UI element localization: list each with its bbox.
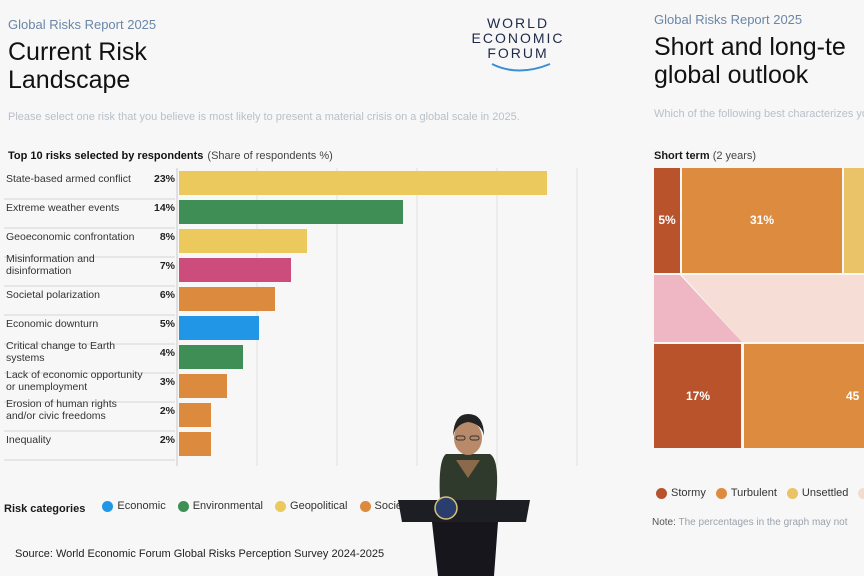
bar [179, 316, 259, 340]
bar [179, 171, 547, 195]
legend-item: S [858, 487, 864, 499]
legend-item-label: Stormy [671, 487, 706, 499]
category-label: State-based armed conflict [6, 173, 131, 185]
value-label: 2% [160, 405, 176, 417]
value-label: 6% [160, 289, 176, 301]
bar [179, 345, 243, 369]
chart-heading-text: Top 10 risks selected by respondents [8, 150, 204, 162]
legend-dot-icon [858, 487, 864, 499]
category-label: Critical change to Earth systems [6, 340, 115, 364]
legend-dot-icon [275, 500, 287, 512]
category-label: Extreme weather events [6, 202, 119, 214]
cell-label-turbulent-short: 31% [750, 213, 774, 227]
speaker-at-podium [398, 414, 530, 576]
logo-line-3: FORUM [487, 45, 549, 61]
legend-item: Stormy [656, 487, 706, 499]
note-text: The percentages in the graph may not [678, 517, 848, 528]
value-label: 23% [154, 173, 176, 185]
legend-item-label: Unsettled [801, 487, 849, 499]
legend-item: Geopolitical [275, 500, 348, 512]
legend-item-label: Economic [117, 500, 166, 512]
value-label: 7% [160, 260, 176, 272]
category-label: Erosion of human rights and/or civic free… [6, 398, 117, 422]
value-label: 4% [160, 347, 176, 359]
stormy-long-cell [654, 344, 741, 448]
value-label: 2% [160, 434, 176, 446]
category-label: Societal polarization [6, 289, 100, 301]
turbulent-flow [682, 275, 864, 342]
value-label: 8% [160, 231, 176, 243]
turbulent-short-cell [682, 168, 842, 273]
stormy-flow [654, 275, 742, 342]
outlook-panel: Global Risks Report 2025 Short and long-… [640, 0, 864, 576]
cell-label-turbulent-long: 45 [846, 389, 860, 403]
short-term-label: Short term [654, 150, 710, 162]
outlook-title: Short and long-te global outlook [654, 33, 846, 89]
value-label: 5% [160, 318, 176, 330]
category-label: Lack of economic opportunity or unemploym… [6, 369, 143, 393]
bar [179, 432, 211, 456]
stormy-short-cell [654, 168, 680, 273]
short-term-heading: Short term (2 years) [654, 150, 756, 162]
legend-item: Economic [102, 500, 166, 512]
source-note: Source: World Economic Forum Global Risk… [15, 548, 385, 560]
outlook-note: Note: The percentages in the graph may n… [652, 517, 848, 528]
category-label: Misinformation and disinformation [6, 253, 95, 277]
logo-line-2: ECONOMIC [471, 30, 565, 46]
chart-subheading: (Share of respondents %) [207, 150, 333, 162]
category-label: Inequality [6, 434, 52, 446]
outlook-title-line-2: global outlook [654, 61, 809, 89]
legend-dot-icon [359, 500, 371, 512]
turbulent-long-cell [744, 344, 864, 448]
legend-title: Risk categories [4, 502, 86, 515]
legend-item: Turbulent [715, 487, 777, 499]
cell-label-stormy-short: 5% [658, 213, 676, 227]
chart-heading: Top 10 risks selected by respondents (Sha… [8, 150, 333, 162]
legend-dot-icon [715, 487, 727, 499]
title-line-2: Landscape [8, 66, 131, 94]
outlook-eyebrow: Global Risks Report 2025 [654, 12, 803, 27]
page-title: Current Risk Landscape [8, 38, 147, 94]
title-line-1: Current Risk [8, 38, 147, 66]
top-risks-bar-chart: State-based armed conflict 23% Extreme wea… [4, 168, 578, 466]
legend-item: Unsettled [786, 487, 849, 499]
value-label: 3% [160, 376, 176, 388]
outlook-title-line-1: Short and long-te [654, 33, 846, 61]
legend-item-label: Turbulent [730, 487, 777, 499]
bar [179, 258, 291, 282]
legend-dot-icon [102, 500, 114, 512]
survey-question: Please select one risk that you believe … [8, 111, 520, 123]
logo-swoosh-icon [491, 63, 551, 72]
legend-dot-icon [656, 487, 667, 499]
bar [179, 200, 403, 224]
category-label: Economic downturn [6, 318, 98, 330]
legend-item-label: Environmental [192, 500, 264, 512]
current-risk-panel: Global Risks Report 2025 Current Risk La… [4, 16, 578, 560]
report-eyebrow: Global Risks Report 2025 [8, 17, 157, 32]
wef-logo: WORLD ECONOMIC FORUM [458, 16, 578, 78]
risk-category-legend: Risk categories Economic Environmental Geo… [4, 500, 423, 515]
cell-label-stormy-long: 17% [686, 389, 710, 403]
category-label: Geoeconomic confrontation [6, 231, 135, 243]
legend-item: Environmental [177, 500, 264, 512]
legend-dot-icon [177, 500, 189, 512]
bar [179, 287, 275, 311]
logo-line-1: WORLD [486, 15, 550, 31]
note-label: Note: [652, 517, 676, 528]
legend-dot-icon [786, 487, 798, 499]
unsettled-short-cell [844, 168, 864, 273]
bar [179, 403, 211, 427]
value-label: 14% [154, 202, 176, 214]
short-term-sub: (2 years) [712, 150, 757, 162]
outlook-mosaic: 5% 31% 17% 45 [654, 168, 864, 448]
outlook-question: Which of the following best characterize… [654, 108, 864, 120]
bar [179, 229, 307, 253]
legend-item-label: Geopolitical [290, 500, 348, 512]
outlook-legend: Stormy Turbulent Unsettled S [656, 487, 864, 502]
bar [179, 374, 227, 398]
